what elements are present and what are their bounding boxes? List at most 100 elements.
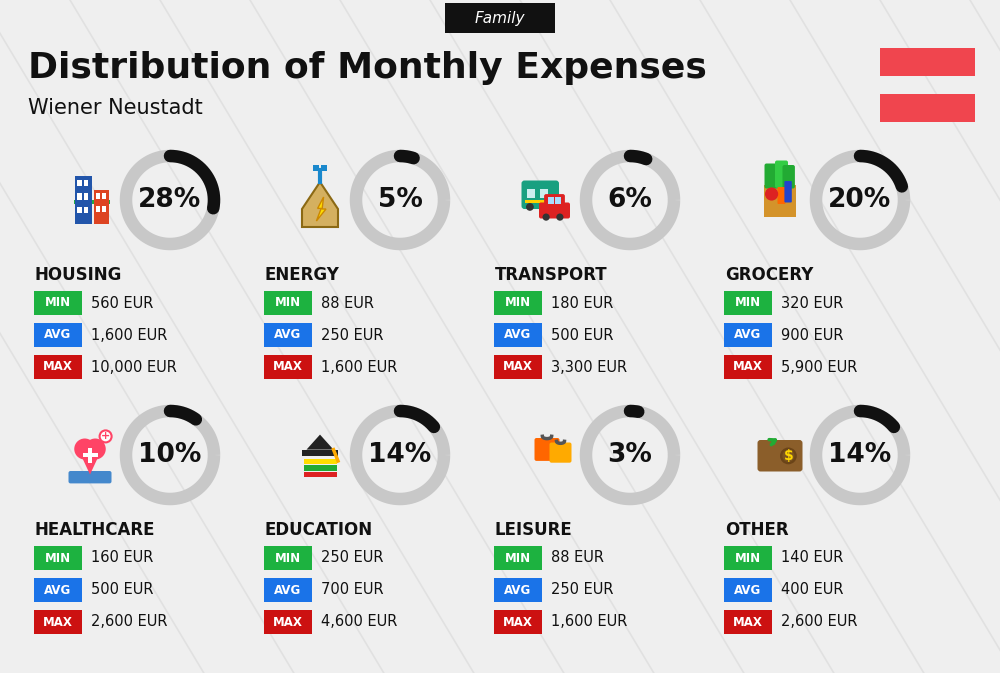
Text: 500 EUR: 500 EUR <box>91 583 154 598</box>
Polygon shape <box>80 452 100 474</box>
Text: 1,600 EUR: 1,600 EUR <box>551 614 627 629</box>
FancyBboxPatch shape <box>724 578 772 602</box>
FancyBboxPatch shape <box>775 160 788 188</box>
FancyBboxPatch shape <box>94 190 109 224</box>
Text: $: $ <box>784 449 793 463</box>
Text: 10%: 10% <box>138 442 202 468</box>
Polygon shape <box>306 435 334 450</box>
Text: 1,600 EUR: 1,600 EUR <box>91 328 167 343</box>
Text: 3,300 EUR: 3,300 EUR <box>551 359 627 374</box>
Text: 10,000 EUR: 10,000 EUR <box>91 359 177 374</box>
FancyBboxPatch shape <box>304 465 336 470</box>
Text: 160 EUR: 160 EUR <box>91 551 153 565</box>
Polygon shape <box>316 197 326 221</box>
FancyBboxPatch shape <box>34 323 82 347</box>
Text: 250 EUR: 250 EUR <box>321 551 384 565</box>
FancyBboxPatch shape <box>539 203 570 219</box>
Text: Distribution of Monthly Expenses: Distribution of Monthly Expenses <box>28 51 707 85</box>
FancyBboxPatch shape <box>34 578 82 602</box>
Circle shape <box>100 431 112 442</box>
FancyBboxPatch shape <box>264 323 312 347</box>
Circle shape <box>526 203 534 211</box>
FancyBboxPatch shape <box>494 355 542 379</box>
Text: 88 EUR: 88 EUR <box>551 551 604 565</box>
Text: AVG: AVG <box>504 583 532 596</box>
FancyBboxPatch shape <box>96 193 100 199</box>
FancyBboxPatch shape <box>84 193 88 200</box>
Text: MIN: MIN <box>45 551 71 565</box>
FancyBboxPatch shape <box>264 291 312 315</box>
FancyBboxPatch shape <box>724 546 772 570</box>
Text: 1,600 EUR: 1,600 EUR <box>321 359 397 374</box>
FancyBboxPatch shape <box>264 546 312 570</box>
Text: 3%: 3% <box>608 442 652 468</box>
Text: 560 EUR: 560 EUR <box>91 295 153 310</box>
Text: MAX: MAX <box>273 616 303 629</box>
FancyBboxPatch shape <box>494 323 542 347</box>
FancyBboxPatch shape <box>880 48 975 76</box>
Text: MAX: MAX <box>503 361 533 374</box>
FancyBboxPatch shape <box>445 3 555 33</box>
FancyBboxPatch shape <box>758 440 802 472</box>
Text: AVG: AVG <box>274 583 302 596</box>
Circle shape <box>542 213 550 221</box>
Text: TRANSPORT: TRANSPORT <box>495 266 608 284</box>
FancyBboxPatch shape <box>77 207 82 213</box>
Circle shape <box>556 213 564 221</box>
FancyBboxPatch shape <box>494 610 542 634</box>
Text: MIN: MIN <box>275 297 301 310</box>
Text: ENERGY: ENERGY <box>265 266 340 284</box>
Text: OTHER: OTHER <box>725 521 789 539</box>
FancyBboxPatch shape <box>782 165 795 188</box>
FancyBboxPatch shape <box>84 180 88 186</box>
Text: MIN: MIN <box>275 551 301 565</box>
Text: 250 EUR: 250 EUR <box>321 328 384 343</box>
Text: AVG: AVG <box>734 583 762 596</box>
FancyBboxPatch shape <box>34 546 82 570</box>
Text: 180 EUR: 180 EUR <box>551 295 613 310</box>
FancyBboxPatch shape <box>765 164 779 188</box>
Text: MAX: MAX <box>43 361 73 374</box>
Text: 5%: 5% <box>378 187 422 213</box>
FancyBboxPatch shape <box>304 458 336 464</box>
Text: 88 EUR: 88 EUR <box>321 295 374 310</box>
FancyBboxPatch shape <box>304 472 336 477</box>
Text: MAX: MAX <box>733 616 763 629</box>
Text: MIN: MIN <box>735 297 761 310</box>
FancyBboxPatch shape <box>321 165 327 171</box>
Text: 4,600 EUR: 4,600 EUR <box>321 614 397 629</box>
Text: Family: Family <box>475 11 525 26</box>
Text: 14%: 14% <box>368 442 432 468</box>
FancyBboxPatch shape <box>34 610 82 634</box>
FancyBboxPatch shape <box>724 610 772 634</box>
Text: HOUSING: HOUSING <box>35 266 122 284</box>
Circle shape <box>85 439 106 460</box>
Text: MIN: MIN <box>735 551 761 565</box>
Text: 500 EUR: 500 EUR <box>551 328 614 343</box>
Text: 28%: 28% <box>138 187 202 213</box>
FancyBboxPatch shape <box>264 610 312 634</box>
FancyBboxPatch shape <box>75 176 92 224</box>
Text: MAX: MAX <box>503 616 533 629</box>
FancyBboxPatch shape <box>34 355 82 379</box>
FancyBboxPatch shape <box>724 355 772 379</box>
Text: Wiener Neustadt: Wiener Neustadt <box>28 98 203 118</box>
FancyBboxPatch shape <box>302 450 338 456</box>
Text: 700 EUR: 700 EUR <box>321 583 384 598</box>
FancyBboxPatch shape <box>102 206 106 212</box>
Text: 140 EUR: 140 EUR <box>781 551 843 565</box>
Text: MIN: MIN <box>45 297 71 310</box>
FancyBboxPatch shape <box>68 471 112 483</box>
FancyBboxPatch shape <box>77 180 82 186</box>
FancyBboxPatch shape <box>313 165 319 171</box>
Text: AVG: AVG <box>734 328 762 341</box>
FancyBboxPatch shape <box>34 291 82 315</box>
FancyBboxPatch shape <box>550 443 572 463</box>
FancyBboxPatch shape <box>102 193 106 199</box>
Text: 2,600 EUR: 2,600 EUR <box>781 614 858 629</box>
Text: 2,600 EUR: 2,600 EUR <box>91 614 168 629</box>
FancyBboxPatch shape <box>88 448 92 462</box>
Text: 14%: 14% <box>828 442 892 468</box>
FancyBboxPatch shape <box>778 187 786 204</box>
Text: 900 EUR: 900 EUR <box>781 328 844 343</box>
